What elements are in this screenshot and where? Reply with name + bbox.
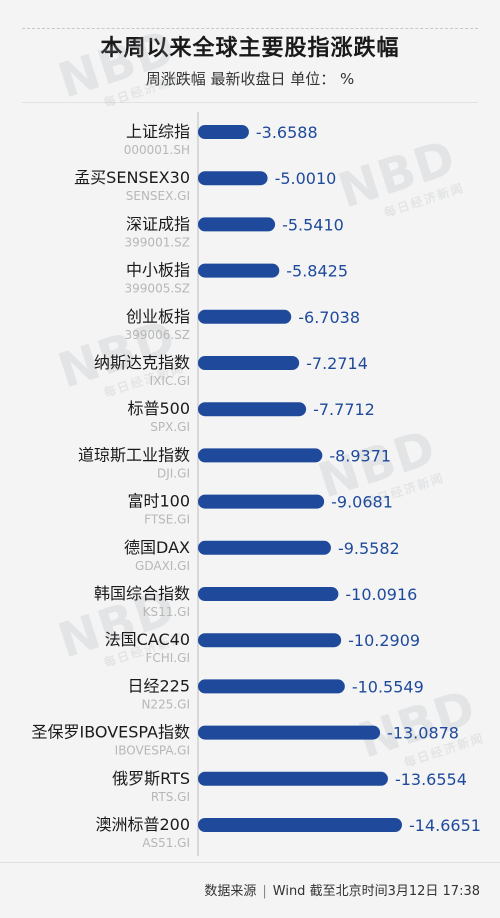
index-code-label: FCHI.GI (146, 651, 191, 665)
bar-value-label: -8.9371 (329, 446, 391, 465)
bar-value-label: -7.7712 (313, 400, 375, 419)
bar-value-label: -10.0916 (345, 585, 417, 604)
index-name-label: 创业板指 (126, 307, 190, 326)
bar-value-label: -9.5582 (338, 539, 400, 558)
index-name-label: 德国DAX (124, 538, 190, 557)
index-code-label: RTS.GI (151, 790, 190, 804)
bar-value-label: -3.6588 (256, 123, 318, 142)
index-code-label: IXIC.GI (150, 374, 190, 388)
bar-value-label: -5.0010 (275, 169, 337, 188)
source-label: 数据来源 (204, 884, 257, 899)
bar-value-label: -10.5549 (352, 677, 424, 696)
bar (198, 494, 325, 509)
index-code-label: SPX.GI (150, 420, 190, 434)
index-name-label: 上证综指 (126, 122, 190, 141)
index-code-label: AS51.GI (142, 836, 190, 850)
bar (198, 402, 307, 417)
index-code-label: N225.GI (141, 697, 190, 711)
bar (198, 263, 280, 278)
bar (198, 540, 331, 555)
bar-value-label: -13.6554 (395, 770, 467, 789)
source-provider: Wind (272, 884, 306, 899)
index-name-label: 俄罗斯RTS (112, 769, 190, 788)
bar-value-label: -5.5410 (282, 215, 344, 234)
index-name-label: 道琼斯工业指数 (78, 445, 190, 464)
index-name-label: 中小板指 (126, 261, 190, 280)
bar (198, 818, 402, 832)
index-code-label: DJI.GI (157, 466, 190, 480)
index-name-label: 日经225 (127, 676, 190, 695)
index-name-label: 韩国综合指数 (94, 584, 190, 603)
bar-value-label: -5.8425 (286, 262, 348, 281)
bar (198, 356, 300, 370)
bar-value-label: -14.6651 (409, 816, 481, 835)
chart-subtitle: 周涨跌幅 最新收盘日 单位： % (145, 70, 355, 88)
index-code-label: 399005.SZ (125, 282, 190, 296)
bar-value-label: -7.2714 (306, 354, 368, 373)
bar (198, 633, 342, 648)
bar-value-label: -9.0681 (331, 493, 393, 512)
bar (198, 587, 339, 601)
index-name-label: 深证成指 (126, 214, 190, 233)
footer-rule (0, 862, 500, 863)
bar (198, 171, 268, 186)
bar (198, 771, 388, 786)
index-code-label: SENSEX.GI (126, 189, 190, 203)
index-code-label: IBOVESPA.GI (115, 744, 190, 758)
index-name-label: 法国CAC40 (105, 630, 190, 649)
index-code-label: 399001.SZ (125, 235, 190, 249)
index-code-label: 399006.SZ (125, 328, 190, 342)
chart-title: 本周以来全球主要股指涨跌幅 (100, 36, 400, 61)
bar (198, 309, 292, 324)
header-divider (22, 102, 478, 103)
index-code-label: 000001.SH (124, 143, 190, 157)
index-name-label: 富时100 (127, 492, 190, 511)
bar-value-label: -13.0878 (387, 724, 459, 743)
index-code-label: FTSE.GI (144, 513, 190, 527)
index-code-label: GDAXI.GI (135, 559, 190, 573)
index-name-label: 标普500 (127, 399, 190, 418)
index-name-label: 孟买SENSEX30 (74, 168, 190, 187)
bar (198, 217, 276, 232)
date-note: 截至北京时间3月12日 17:38 (309, 884, 480, 899)
index-name-label: 澳洲标普200 (95, 815, 190, 834)
top-dashed-rule (22, 28, 478, 29)
index-name-label: 圣保罗IBOVESPA指数 (31, 723, 190, 742)
footer: 数据来源 | Wind 截至北京时间3月12日 17:38 (204, 884, 480, 899)
bar-value-label: -6.7038 (298, 308, 360, 327)
index-code-label: KS11.GI (143, 605, 190, 619)
index-name-label: 纳斯达克指数 (94, 353, 190, 372)
bar (198, 448, 323, 463)
bar (198, 679, 345, 694)
bar (198, 125, 249, 139)
bar-value-label: -10.2909 (348, 631, 420, 650)
bar (198, 725, 381, 740)
